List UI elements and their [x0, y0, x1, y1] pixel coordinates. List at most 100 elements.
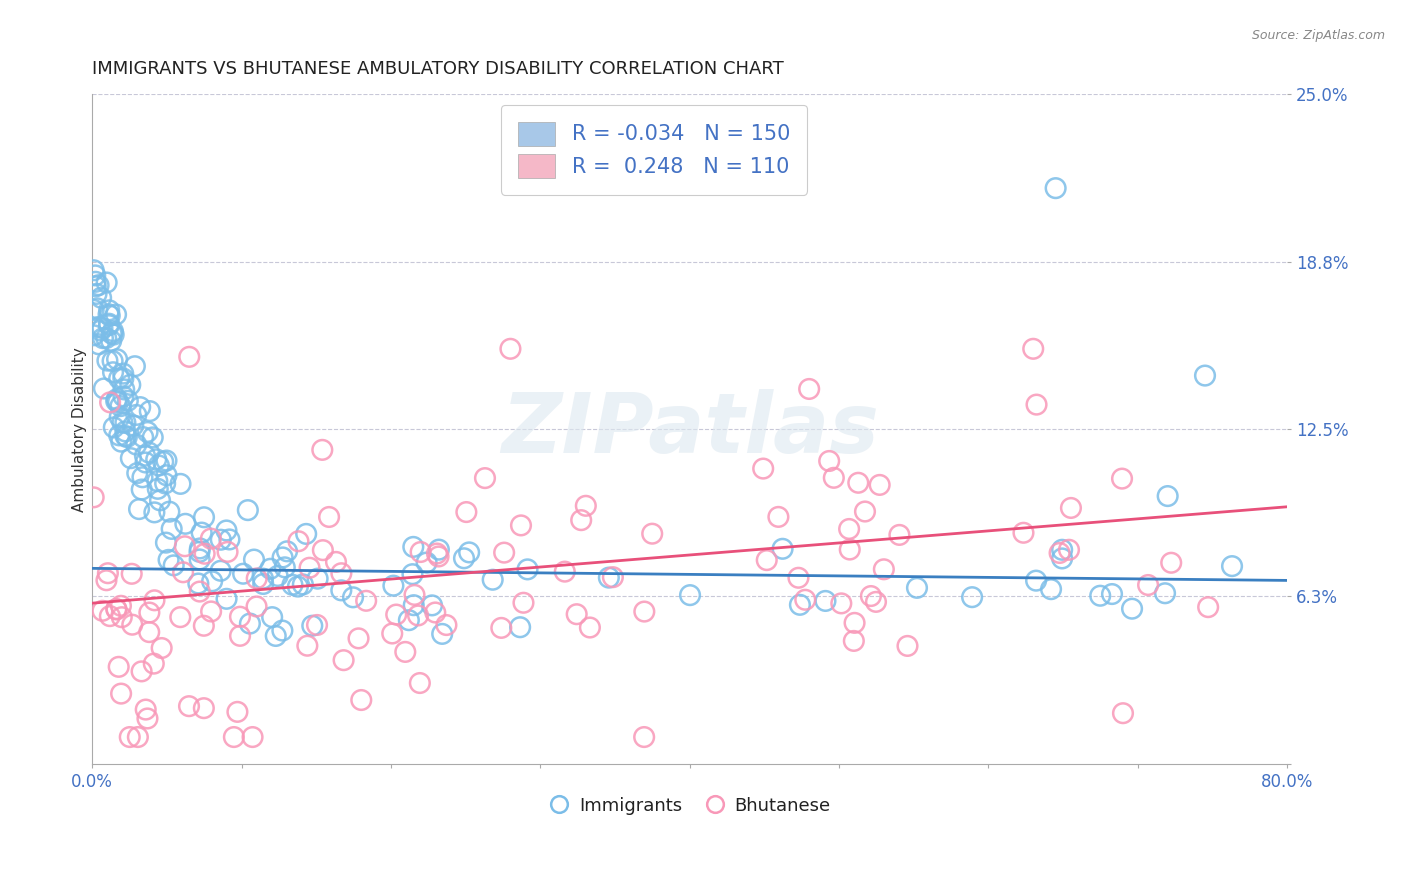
- Point: [1101, 587, 1123, 601]
- Point: [217, 545, 239, 559]
- Point: [1060, 500, 1083, 515]
- Point: [188, 584, 211, 599]
- Point: [1112, 706, 1135, 721]
- Point: [1197, 600, 1219, 615]
- Point: [259, 562, 281, 576]
- Point: [236, 503, 259, 517]
- Point: [420, 599, 443, 613]
- Point: [281, 578, 304, 592]
- Point: [264, 629, 287, 643]
- Point: [193, 510, 215, 524]
- Point: [222, 730, 245, 744]
- Point: [136, 711, 159, 725]
- Point: [91, 321, 114, 335]
- Point: [142, 430, 165, 444]
- Point: [112, 383, 135, 397]
- Point: [84, 279, 107, 293]
- Point: [117, 393, 139, 408]
- Point: [105, 352, 128, 367]
- Point: [215, 591, 238, 606]
- Point: [188, 552, 211, 566]
- Point: [905, 581, 928, 595]
- Point: [107, 395, 129, 409]
- Point: [266, 569, 288, 583]
- Point: [406, 608, 429, 623]
- Point: [209, 564, 232, 578]
- Point: [135, 702, 157, 716]
- Point: [271, 550, 294, 565]
- Point: [598, 571, 620, 585]
- Point: [155, 453, 177, 467]
- Point: [91, 604, 114, 618]
- Point: [114, 425, 136, 439]
- Point: [896, 639, 918, 653]
- Point: [229, 609, 252, 624]
- Point: [232, 566, 254, 581]
- Point: [124, 359, 146, 374]
- Point: [188, 545, 211, 559]
- Point: [311, 442, 333, 457]
- Point: [1121, 601, 1143, 615]
- Point: [172, 566, 194, 580]
- Point: [565, 607, 588, 622]
- Point: [120, 377, 142, 392]
- Point: [101, 365, 124, 379]
- Point: [83, 263, 105, 277]
- Point: [1156, 489, 1178, 503]
- Point: [96, 276, 118, 290]
- Point: [96, 331, 118, 345]
- Point: [169, 610, 191, 624]
- Point: [960, 590, 983, 604]
- Point: [83, 328, 105, 343]
- Point: [201, 574, 224, 589]
- Point: [291, 577, 314, 591]
- Point: [110, 687, 132, 701]
- Point: [297, 639, 319, 653]
- Point: [252, 572, 274, 586]
- Point: [1160, 556, 1182, 570]
- Point: [86, 301, 108, 316]
- Point: [97, 307, 120, 321]
- Point: [575, 499, 598, 513]
- Point: [177, 699, 200, 714]
- Point: [83, 302, 105, 317]
- Point: [148, 458, 170, 473]
- Point: [491, 621, 513, 635]
- Point: [404, 588, 426, 602]
- Point: [432, 627, 454, 641]
- Text: Source: ZipAtlas.com: Source: ZipAtlas.com: [1251, 29, 1385, 42]
- Point: [98, 609, 121, 624]
- Text: IMMIGRANTS VS BHUTANESE AMBULATORY DISABILITY CORRELATION CHART: IMMIGRANTS VS BHUTANESE AMBULATORY DISAB…: [93, 60, 785, 78]
- Point: [134, 449, 156, 463]
- Point: [125, 437, 148, 451]
- Point: [105, 602, 128, 616]
- Point: [155, 468, 177, 483]
- Point: [103, 420, 125, 434]
- Point: [132, 430, 155, 444]
- Point: [274, 560, 297, 574]
- Point: [1040, 582, 1063, 596]
- Point: [402, 598, 425, 612]
- Point: [108, 371, 131, 385]
- Point: [149, 493, 172, 508]
- Point: [325, 555, 347, 569]
- Point: [96, 573, 118, 587]
- Point: [842, 634, 865, 648]
- Point: [1137, 578, 1160, 592]
- Point: [100, 334, 122, 348]
- Point: [262, 610, 284, 624]
- Point: [108, 428, 131, 442]
- Point: [409, 676, 432, 690]
- Point: [814, 594, 837, 608]
- Point: [1090, 589, 1112, 603]
- Point: [152, 455, 174, 469]
- Point: [1045, 181, 1067, 195]
- Point: [193, 619, 215, 633]
- Point: [830, 596, 852, 610]
- Text: ZIPatlas: ZIPatlas: [501, 389, 879, 469]
- Point: [146, 482, 169, 496]
- Point: [1012, 525, 1035, 540]
- Point: [83, 491, 105, 505]
- Point: [510, 518, 533, 533]
- Point: [425, 606, 447, 620]
